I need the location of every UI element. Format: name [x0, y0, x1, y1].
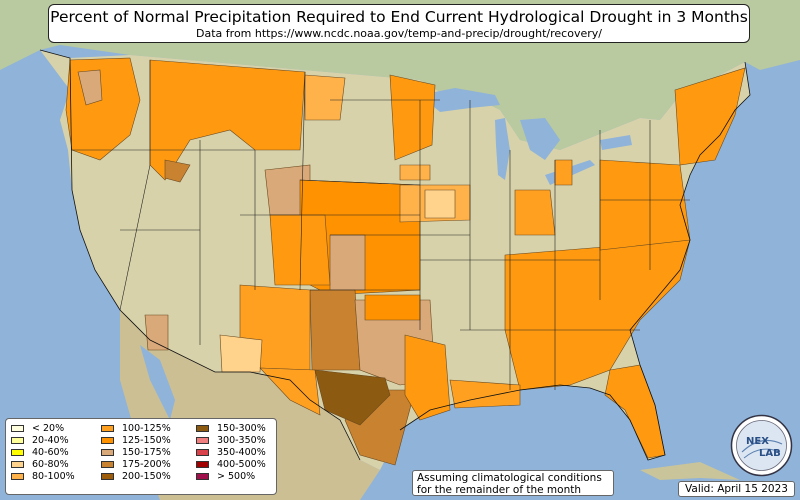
legend-item: 100-125%	[101, 422, 171, 434]
drought-regions	[65, 57, 746, 466]
lake-ontario	[600, 135, 632, 150]
legend-label: 200-150%	[122, 471, 171, 483]
legend-item: 200-150%	[101, 471, 171, 483]
region-texas-core	[314, 369, 391, 426]
region-indiana	[514, 189, 556, 236]
legend-column-3: 150-300% 300-350% 350-400% 400-500% > 50…	[196, 422, 266, 483]
legend-item: 20-40%	[11, 434, 75, 446]
region-minnesota	[389, 74, 436, 161]
region-az-light	[219, 334, 263, 373]
region-new-mexico	[309, 289, 361, 371]
legend-label: 150-300%	[217, 422, 266, 434]
legend-label: 175-200%	[122, 459, 171, 471]
legend-label: 150-175%	[122, 446, 171, 458]
map-title: Percent of Normal Precipitation Required…	[50, 8, 748, 26]
legend-swatch	[196, 436, 209, 444]
cuba	[640, 462, 740, 480]
legend-swatch	[101, 424, 114, 432]
legend-swatch	[11, 436, 24, 444]
legend-swatch	[196, 448, 209, 456]
legend-label: > 500%	[217, 471, 256, 483]
legend-swatch	[101, 448, 114, 456]
legend-item: 300-350%	[196, 434, 266, 446]
legend-swatch	[196, 424, 209, 432]
region-oklahoma-tan	[329, 234, 366, 291]
legend-swatch	[101, 473, 114, 481]
legend-label: 80-100%	[32, 471, 75, 483]
gulf-of-california	[140, 345, 175, 420]
title-box: Percent of Normal Precipitation Required…	[48, 4, 750, 43]
legend-label: 125-150%	[122, 434, 171, 446]
legend-item: < 20%	[11, 422, 75, 434]
region-new-england	[674, 67, 746, 166]
legend-item: 150-300%	[196, 422, 266, 434]
region-dakotas	[304, 74, 346, 121]
legend-swatch	[11, 448, 24, 456]
region-gulf-coast	[449, 379, 521, 409]
lake-huron	[520, 118, 560, 160]
valid-date: Valid: April 15 2023	[678, 481, 795, 497]
region-texas-panhandle	[364, 294, 421, 321]
region-texas-gulf	[404, 334, 451, 421]
state-borders	[72, 60, 690, 390]
legend-label: 20-40%	[32, 434, 69, 446]
note-line-2: for the remainder of the month	[417, 484, 582, 496]
legend-item: 40-60%	[11, 446, 75, 458]
logo-text-nex: NEX	[746, 436, 769, 447]
legend-label: 60-80%	[32, 459, 69, 471]
legend-item: 80-100%	[11, 471, 75, 483]
region-iowa-light	[424, 189, 456, 219]
legend-column-2: 100-125% 125-150% 150-175% 175-200% 200-…	[101, 422, 171, 483]
legend-swatch	[11, 473, 24, 481]
lake-superior	[420, 88, 500, 112]
region-montana	[149, 59, 306, 181]
nexlab-logo: NEX LAB	[730, 414, 793, 477]
logo-text-lab: LAB	[759, 448, 781, 459]
legend-swatch	[101, 436, 114, 444]
legend: < 20% 20-40% 40-60% 60-80% 80-100% 100-1…	[5, 418, 277, 495]
legend-item: 125-150%	[101, 434, 171, 446]
region-texas-big-bend	[259, 367, 321, 416]
legend-swatch	[11, 461, 24, 469]
legend-swatch	[196, 473, 209, 481]
legend-label: < 20%	[32, 422, 65, 434]
legend-item: 350-400%	[196, 446, 266, 458]
legend-label: 400-500%	[217, 459, 266, 471]
legend-swatch	[11, 424, 24, 432]
legend-label: 100-125%	[122, 422, 171, 434]
legend-item: 60-80%	[11, 459, 75, 471]
legend-label: 300-350%	[217, 434, 266, 446]
legend-label: 350-400%	[217, 446, 266, 458]
region-michigan	[554, 159, 573, 186]
legend-item: 400-500%	[196, 459, 266, 471]
legend-swatch	[196, 461, 209, 469]
region-wa-tan	[77, 69, 103, 106]
legend-item: > 500%	[196, 471, 266, 483]
region-minn-light	[399, 164, 431, 181]
coastline	[39, 49, 751, 461]
legend-item: 175-200%	[101, 459, 171, 471]
note-line-1: Assuming climatological conditions	[417, 472, 602, 484]
lake-michigan	[495, 118, 510, 180]
map-subtitle: Data from https://www.ncdc.noaa.gov/temp…	[196, 27, 602, 40]
legend-label: 40-60%	[32, 446, 69, 458]
legend-column-1: < 20% 20-40% 40-60% 60-80% 80-100%	[11, 422, 75, 483]
legend-item: 150-175%	[101, 446, 171, 458]
region-colorado	[269, 214, 331, 286]
region-az-tan	[144, 314, 169, 351]
assumption-note: Assuming climatological conditions for t…	[412, 470, 614, 496]
region-mid-atlantic	[599, 159, 691, 251]
legend-swatch	[101, 461, 114, 469]
region-id-brown	[164, 159, 191, 183]
